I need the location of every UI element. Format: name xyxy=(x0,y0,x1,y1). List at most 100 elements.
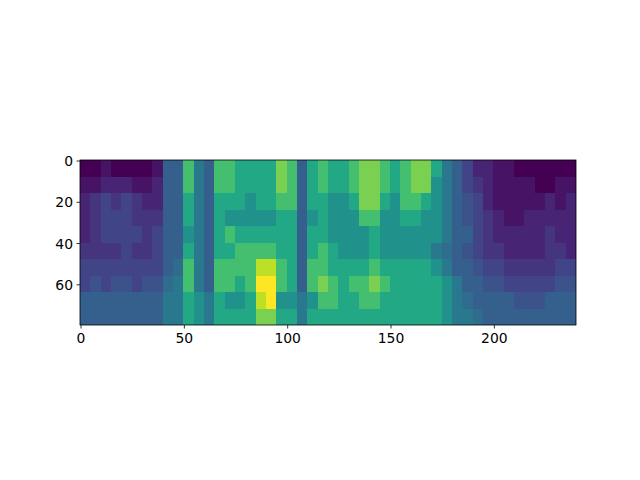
cell xyxy=(566,210,576,227)
cell xyxy=(421,309,432,326)
cell xyxy=(121,309,132,326)
cell xyxy=(555,177,566,194)
cell xyxy=(473,226,484,243)
cell xyxy=(431,226,442,243)
cell xyxy=(390,309,401,326)
cell xyxy=(380,193,391,210)
cell xyxy=(183,193,194,210)
cell xyxy=(121,276,132,293)
cell xyxy=(163,226,174,243)
cell xyxy=(524,226,535,243)
cell xyxy=(504,276,515,293)
cell xyxy=(276,292,287,309)
cell xyxy=(535,193,546,210)
cell xyxy=(431,177,442,194)
cell xyxy=(369,226,380,243)
cell xyxy=(276,177,287,194)
cell xyxy=(390,226,401,243)
cell xyxy=(245,193,256,210)
cell xyxy=(411,309,422,326)
cell xyxy=(142,177,153,194)
cell xyxy=(214,226,225,243)
cell xyxy=(173,259,184,276)
y-tick xyxy=(77,161,81,162)
cell xyxy=(535,210,546,227)
cell xyxy=(545,276,556,293)
cell xyxy=(514,309,525,326)
cell xyxy=(307,226,318,243)
cell xyxy=(235,210,246,227)
cell xyxy=(555,210,566,227)
cell xyxy=(452,210,463,227)
cell xyxy=(524,243,535,260)
cell xyxy=(349,160,360,177)
cell xyxy=(152,243,163,260)
cell xyxy=(452,276,463,293)
cell xyxy=(452,259,463,276)
cell xyxy=(214,177,225,194)
cell xyxy=(462,193,473,210)
cell xyxy=(493,276,504,293)
cell xyxy=(204,193,215,210)
cell xyxy=(235,193,246,210)
x-tick xyxy=(287,325,288,329)
cell xyxy=(369,243,380,260)
cell xyxy=(328,259,339,276)
cell xyxy=(101,193,112,210)
cell xyxy=(524,292,535,309)
cell xyxy=(194,177,205,194)
cell xyxy=(462,160,473,177)
cell xyxy=(225,259,236,276)
cell xyxy=(256,276,267,293)
cell xyxy=(194,243,205,260)
cell xyxy=(173,243,184,260)
cell xyxy=(380,309,391,326)
cell xyxy=(504,160,515,177)
plot-frame xyxy=(80,160,576,325)
cell xyxy=(452,309,463,326)
cell xyxy=(132,243,143,260)
cell xyxy=(90,160,101,177)
cell xyxy=(535,226,546,243)
cell xyxy=(545,292,556,309)
x-tick-label: 0 xyxy=(77,330,86,346)
cell xyxy=(462,226,473,243)
cell xyxy=(483,276,494,293)
cell xyxy=(400,160,411,177)
cell xyxy=(121,259,132,276)
cell xyxy=(545,259,556,276)
cell xyxy=(452,243,463,260)
cell xyxy=(287,193,298,210)
cell xyxy=(473,309,484,326)
cell xyxy=(307,177,318,194)
cell xyxy=(225,160,236,177)
cell xyxy=(204,226,215,243)
cell xyxy=(493,309,504,326)
cell xyxy=(473,292,484,309)
cell xyxy=(535,243,546,260)
cell xyxy=(338,177,349,194)
cell xyxy=(380,276,391,293)
cell xyxy=(266,292,277,309)
cell xyxy=(214,193,225,210)
cell xyxy=(235,309,246,326)
x-tick-label: 50 xyxy=(176,330,194,346)
cell xyxy=(566,276,576,293)
cell xyxy=(555,160,566,177)
cell xyxy=(173,160,184,177)
cell xyxy=(338,259,349,276)
cell xyxy=(338,276,349,293)
background xyxy=(0,0,640,480)
cell xyxy=(535,177,546,194)
cell xyxy=(524,210,535,227)
cell xyxy=(514,226,525,243)
cell xyxy=(338,210,349,227)
cell xyxy=(390,259,401,276)
cell xyxy=(504,226,515,243)
cell xyxy=(256,210,267,227)
cell xyxy=(80,259,91,276)
cell xyxy=(421,193,432,210)
cell xyxy=(256,309,267,326)
cell xyxy=(287,309,298,326)
cell xyxy=(245,243,256,260)
